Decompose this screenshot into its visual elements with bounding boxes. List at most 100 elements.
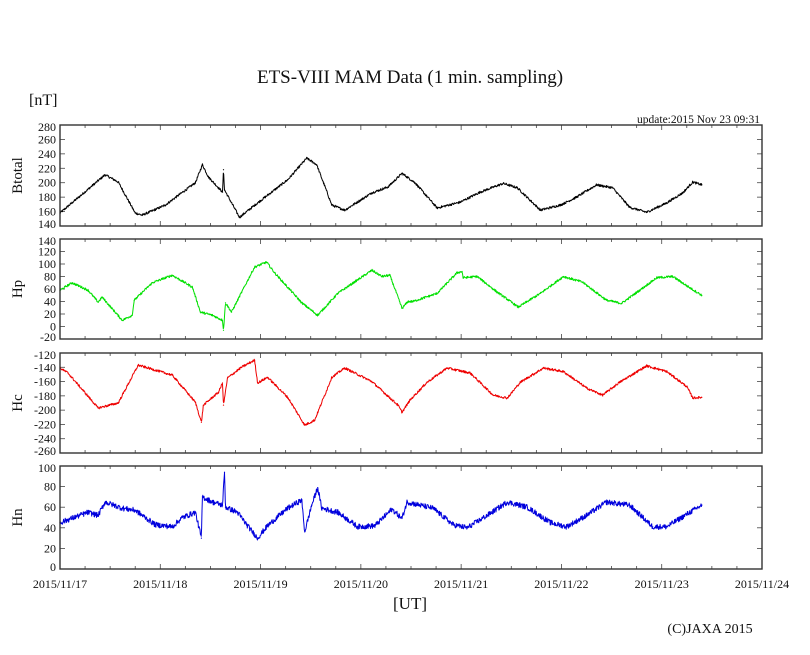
data-point [401,172,403,174]
data-point [134,212,136,214]
data-point [238,216,241,218]
y-axis-label: Hc [10,394,26,412]
series-line-hp [59,261,703,330]
y-tick-label: -120 [34,348,56,362]
data-point [601,394,604,396]
series-line-btotal [59,156,703,219]
data-point [199,311,201,313]
panels: 140160180200220240260280Btotal-200204060… [10,120,763,574]
data-point [486,514,488,517]
x-axis-label: [UT] [393,594,427,613]
x-tick-label: 2015/11/20 [334,577,388,591]
panel-frame [59,124,763,227]
panel-frame [59,238,763,340]
panel-hn: 0 20 40 60 80 100 Hn [10,461,763,574]
data-point [221,319,224,321]
data-point [526,506,528,508]
data-point [194,401,196,403]
data-point [689,511,691,513]
data-point [446,367,448,369]
data-point [164,204,166,206]
data-point [97,301,99,303]
data-point [639,289,641,291]
y-tick-label: 20 [44,307,56,321]
data-point [104,501,106,503]
data-point [194,182,196,184]
data-point [236,511,239,513]
data-point [701,504,703,506]
data-point [101,296,103,298]
series-line-hn [59,472,703,541]
y-tick-label: 200 [38,176,56,190]
data-point [317,314,319,316]
data-point [151,282,153,284]
data-point [652,526,654,528]
data-point [666,202,668,204]
data-point [221,382,224,384]
data-point [479,191,481,193]
data-point [200,537,202,539]
y-tick-label: 260 [38,132,56,146]
data-point [223,189,226,191]
data-point [311,504,313,506]
y-tick-label: 120 [38,245,56,259]
data-point [646,365,648,367]
y-tick-label: -260 [34,444,56,458]
x-tick-label: 2015/11/21 [434,577,488,591]
data-point [267,525,269,527]
data-point [97,514,99,517]
data-point [381,275,383,278]
data-point [539,292,542,294]
x-tick-label: 2015/11/22 [534,577,588,591]
data-point [476,275,478,278]
y-tick-label: 240 [38,147,56,161]
data-point [141,214,143,216]
y-tick-label: 40 [44,521,56,535]
data-point [686,386,688,388]
y-tick-label: -200 [34,403,56,417]
data-point [389,274,391,276]
data-point [267,376,269,378]
data-point [224,506,227,508]
data-point [117,402,119,404]
data-point [304,424,306,426]
data-point [436,207,438,209]
data-point [575,196,578,198]
y-tick-label: 80 [44,480,56,494]
data-point [621,302,623,304]
y-tick-label: 280 [38,120,56,134]
data-point [217,391,220,393]
y-tick-label: 140 [38,217,56,231]
data-point [222,169,225,171]
x-tick-labels: 2015/11/17 2015/11/18 2015/11/19 2015/11/20… [33,577,789,591]
data-point [585,514,588,517]
data-point [371,381,373,383]
data-point [321,507,323,509]
data-point [304,531,306,533]
data-point [656,277,658,279]
y-tick-label: 220 [38,161,56,175]
data-point [344,367,346,369]
data-point [240,366,243,368]
update-timestamp: update:2015 Nov 23 09:31 [637,114,760,126]
data-point [87,289,89,291]
data-point [397,404,399,406]
y-tick-label: 0 [50,560,56,574]
data-point [629,504,631,506]
y-tick-label: 100 [38,461,56,475]
data-point [619,381,621,383]
y-tick-label: 40 [44,295,56,309]
y-tick-label: 80 [44,270,56,284]
data-point [87,511,89,513]
data-point [374,525,376,527]
data-point [357,526,359,528]
data-point [331,376,333,378]
data-point [201,164,203,166]
data-point [134,509,136,511]
data-point [117,181,119,183]
x-tick-label: 2015/11/18 [133,577,187,591]
data-point [401,517,403,520]
data-point [287,396,289,398]
